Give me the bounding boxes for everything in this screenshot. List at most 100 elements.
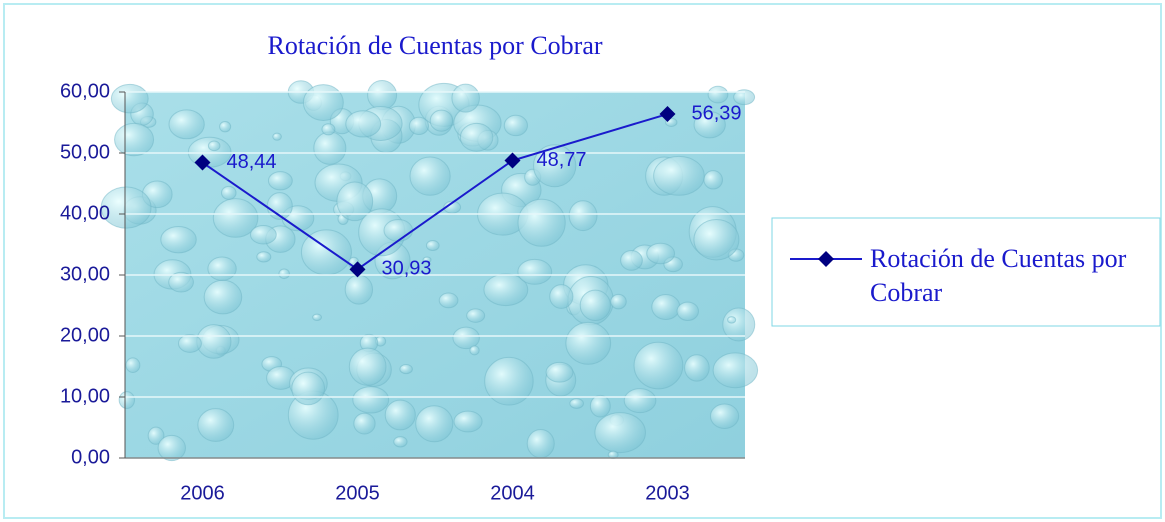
bubble: [345, 110, 382, 138]
bubble: [429, 109, 454, 132]
bubble: [703, 170, 723, 190]
y-tick-label: 10,00: [60, 385, 110, 407]
bubble: [503, 114, 528, 137]
bubble: [466, 308, 486, 323]
bubble: [383, 219, 414, 242]
y-tick-label: 50,00: [60, 141, 110, 163]
bubble: [302, 84, 344, 122]
bubble: [100, 186, 152, 229]
chart-title: Rotación de Cuentas por Cobrar: [267, 31, 602, 60]
bubble: [623, 388, 657, 414]
bubble: [168, 271, 194, 293]
x-tick-label: 2003: [645, 482, 690, 504]
bubble: [620, 250, 643, 271]
bubble: [110, 83, 149, 114]
bubble: [352, 386, 390, 414]
bubble: [483, 273, 529, 307]
bubble: [408, 116, 430, 135]
bubble: [579, 289, 611, 322]
bubble: [313, 131, 347, 165]
bubble: [453, 410, 483, 433]
bubble: [610, 293, 627, 310]
bubble: [451, 83, 480, 113]
bubble: [291, 371, 326, 406]
y-tick-label: 40,00: [60, 202, 110, 224]
y-tick-label: 30,00: [60, 263, 110, 285]
bubble: [676, 301, 699, 322]
bubble: [422, 256, 432, 264]
bubble: [443, 200, 462, 214]
bubble: [469, 345, 480, 356]
bubble: [517, 198, 566, 247]
legend-box: [771, 217, 1161, 327]
bubble: [196, 324, 232, 359]
bubble: [348, 347, 387, 386]
bubble: [157, 434, 186, 462]
bubble: [321, 123, 336, 136]
bubble: [693, 111, 726, 139]
bubble: [409, 156, 451, 196]
bubble: [425, 239, 440, 252]
bubble: [203, 279, 243, 315]
bubble: [160, 225, 197, 254]
bubble: [353, 412, 376, 435]
bubble: [438, 292, 459, 309]
y-tick-label: 20,00: [60, 324, 110, 346]
bubble: [219, 120, 232, 133]
data-label: 30,93: [382, 258, 432, 280]
bubble: [212, 198, 259, 238]
bubble: [633, 341, 684, 390]
bubble: [415, 405, 454, 443]
line: [201, 113, 668, 271]
bubble: [267, 171, 293, 191]
bubble: [197, 408, 235, 442]
x-tick-label: 2004: [490, 482, 535, 504]
bubble: [278, 268, 290, 280]
chart-border: [3, 3, 1162, 519]
x-tick-label: 2005: [335, 482, 380, 504]
bubble: [336, 181, 374, 222]
bubble: [569, 398, 584, 409]
bubble: [393, 436, 408, 448]
bubble: [684, 354, 710, 382]
bubble: [207, 256, 237, 281]
bubble: [207, 140, 221, 152]
bubble: [367, 80, 398, 111]
bubble: [312, 313, 322, 321]
bubble: [549, 284, 574, 309]
bubble: [399, 364, 413, 375]
bubble: [533, 144, 577, 188]
marker: [349, 261, 366, 278]
bubble: [147, 426, 165, 445]
y-tick-label: 60,00: [60, 80, 110, 102]
marker: [659, 106, 676, 123]
bubble: [484, 356, 534, 406]
x-tick-label: 2006: [180, 482, 225, 504]
bubble: [646, 242, 676, 265]
data-label: 56,39: [692, 102, 742, 124]
bubble: [594, 412, 646, 454]
bubble: [384, 399, 416, 431]
bubble: [565, 321, 612, 365]
bubble: [256, 251, 272, 263]
bubble: [712, 352, 759, 389]
bubble: [589, 394, 611, 418]
bubble: [545, 361, 574, 383]
legend-label: Rotación de Cuentas por Cobrar: [870, 244, 1127, 307]
bubble: [526, 428, 555, 459]
bubble: [459, 122, 494, 152]
bubble: [272, 132, 282, 141]
bubble: [653, 155, 705, 196]
bubble: [114, 122, 155, 157]
bubble: [125, 357, 141, 373]
bubble: [118, 391, 136, 409]
bubble: [452, 326, 480, 350]
legend-marker: [818, 251, 834, 267]
bubble: [707, 85, 729, 104]
bubble: [733, 89, 756, 106]
bubble: [693, 218, 740, 261]
marker: [194, 154, 211, 171]
bubble: [249, 225, 277, 245]
